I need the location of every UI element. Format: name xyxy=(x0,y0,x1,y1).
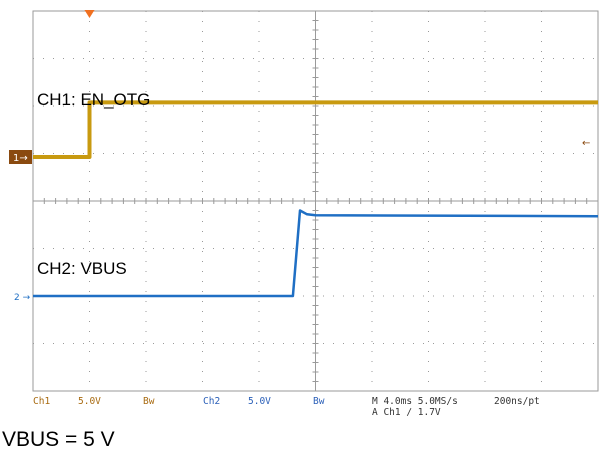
status-ch2-label: Ch2 xyxy=(203,396,221,407)
traces xyxy=(33,100,599,298)
trigger-level-marker: ← xyxy=(582,138,590,149)
trigger-position-marker xyxy=(84,10,95,18)
ch1-annotation: CH1: EN_OTG xyxy=(37,90,151,109)
status-timebase: M 4.0ms 5.0MS/s xyxy=(372,396,458,407)
status-ch1-label: Ch1 xyxy=(33,396,51,407)
status-resolution: 200ns/pt xyxy=(494,396,540,407)
oscilloscope-plot: 1→ 2 → ← xyxy=(9,10,599,392)
ch1-ground-marker: 1→ xyxy=(9,150,32,164)
status-bw2: Bw xyxy=(313,396,325,407)
status-ch2-scale: 5.0V xyxy=(248,396,271,407)
status-ch1-scale: 5.0V xyxy=(78,396,101,407)
channel-markers: 1→ 2 → ← xyxy=(9,10,590,303)
svg-text:1→: 1→ xyxy=(13,153,28,164)
trace-vbus xyxy=(33,209,599,298)
status-bw1: Bw xyxy=(143,396,155,407)
ch2-ground-marker: 2 → xyxy=(14,293,31,303)
graticule xyxy=(32,10,599,392)
caption: VBUS = 5 V xyxy=(2,428,115,451)
ch2-annotation: CH2: VBUS xyxy=(37,259,127,278)
trace-en_otg xyxy=(33,100,598,159)
status-trigger: A Ch1 ∕ 1.7V xyxy=(372,407,441,418)
